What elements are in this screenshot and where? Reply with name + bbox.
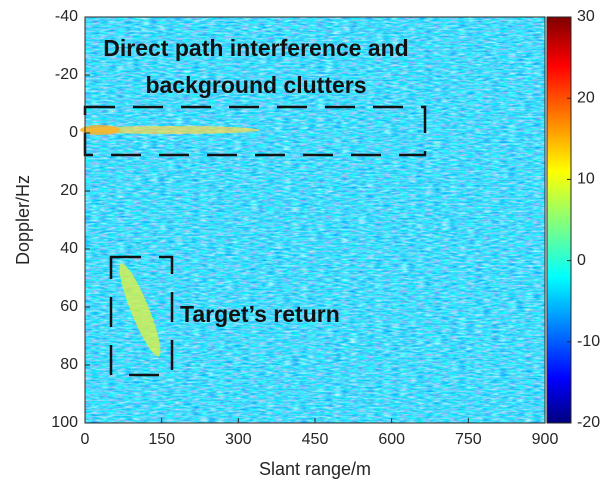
clutter-box — [83, 105, 427, 157]
annotation: background clutters — [145, 72, 366, 98]
annotation-boxes — [83, 105, 427, 377]
colorbar — [546, 16, 572, 424]
x-axis-title: Slant range/m — [259, 459, 371, 479]
colorbar-tick-label: 0 — [577, 252, 586, 269]
colorbar-tick-label: 20 — [577, 89, 595, 106]
x-tick-label: 150 — [148, 431, 175, 448]
clutter-streak — [80, 126, 260, 134]
colorbar-tick-label: -10 — [577, 333, 600, 350]
annotation: Direct path interference and — [103, 35, 408, 61]
streaks — [80, 125, 260, 357]
y-axis-title: Doppler/Hz — [13, 175, 33, 265]
x-tick-label: 300 — [225, 431, 252, 448]
annotation: Target’s return — [180, 301, 340, 327]
colorbar-tick-label: 10 — [577, 171, 595, 188]
y-tick-label: 20 — [60, 182, 78, 199]
y-tick-label: 80 — [60, 356, 78, 373]
x-tick-label: 600 — [378, 431, 405, 448]
heatmap-field — [85, 17, 545, 423]
y-tick-label: 60 — [60, 298, 78, 315]
y-tick-label: 0 — [69, 124, 78, 141]
x-tick-label: 750 — [455, 431, 482, 448]
x-tick-label: 900 — [532, 431, 559, 448]
y-tick-label: -20 — [55, 66, 78, 83]
target-box — [109, 255, 174, 377]
y-tick-label: 100 — [51, 414, 78, 431]
x-tick-label: 0 — [81, 431, 90, 448]
colorbar-tick-label: -20 — [577, 414, 600, 431]
y-tick-label: -40 — [55, 8, 78, 25]
x-tick-label: 450 — [302, 431, 329, 448]
y-tick-label: 40 — [60, 240, 78, 257]
target-streak — [119, 263, 161, 357]
colorbar-tick-label: 30 — [577, 8, 595, 25]
plot-area — [85, 17, 545, 423]
